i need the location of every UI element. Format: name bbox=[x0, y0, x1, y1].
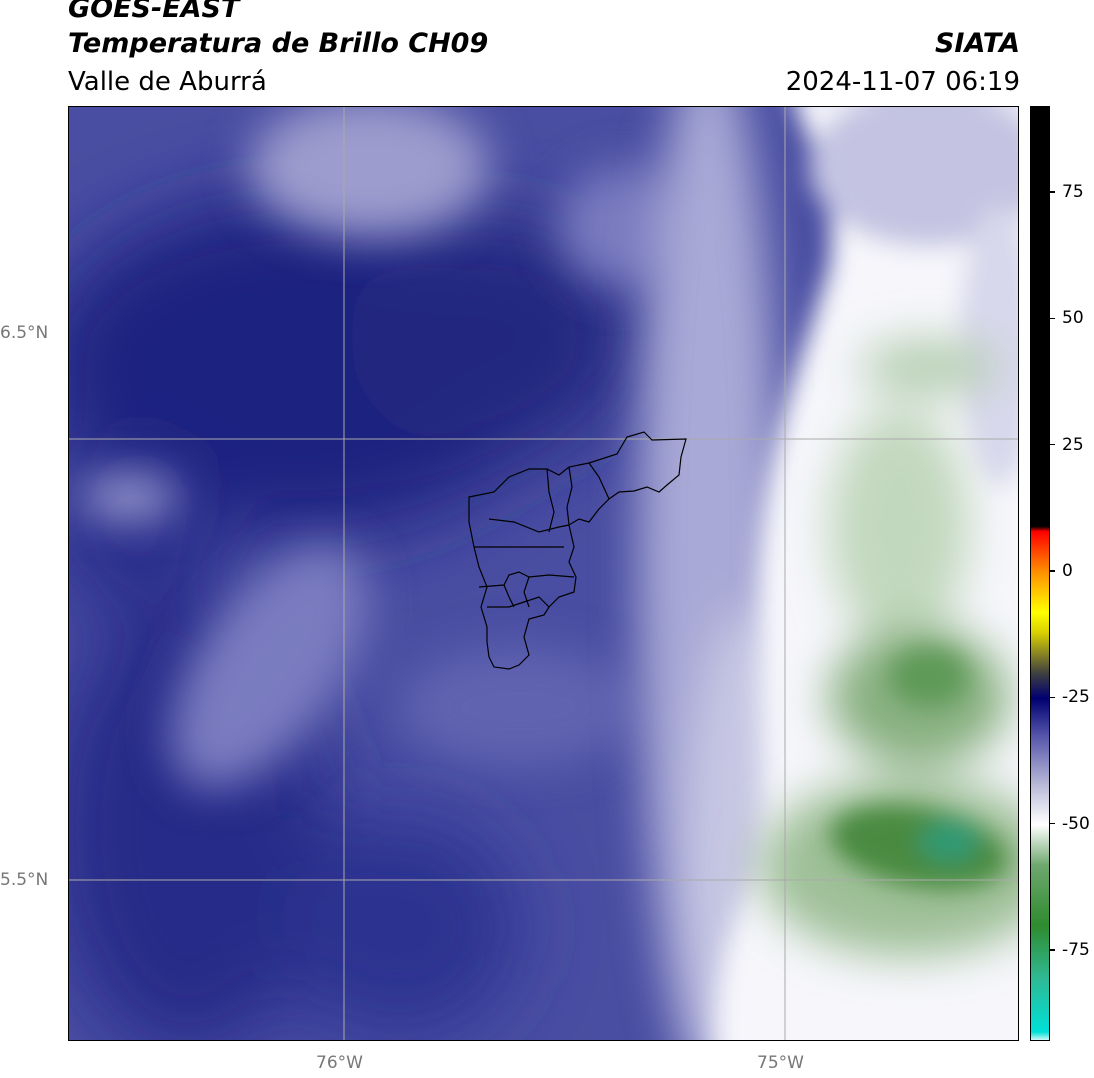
timestamp: 2024-11-07 06:19 bbox=[785, 67, 1020, 97]
lat-label-5-5: 5.5°N bbox=[0, 870, 49, 890]
colorbar-tick bbox=[1050, 191, 1055, 193]
green-core bbox=[830, 647, 1008, 890]
colorbar bbox=[1030, 106, 1050, 1041]
colorbar-tick bbox=[1050, 822, 1055, 825]
organization-label: SIATA bbox=[934, 28, 1020, 59]
lon-label-75: 75°W bbox=[757, 1053, 804, 1073]
colorbar-tick-label: -75 bbox=[1062, 940, 1090, 961]
graticule bbox=[69, 107, 1018, 1040]
title-line2: Temperatura de Brillo CH09 bbox=[68, 28, 489, 59]
colorbar-tick-label: 50 bbox=[1062, 308, 1084, 329]
brightness-temperature-map[interactable] bbox=[68, 106, 1019, 1041]
colorbar-tick-label: 25 bbox=[1062, 434, 1084, 455]
municipal-boundaries bbox=[468, 431, 687, 670]
colorbar-tick-label: -25 bbox=[1062, 687, 1090, 708]
region-name: Valle de Aburrá bbox=[68, 67, 267, 97]
lat-label-6-5: 6.5°N bbox=[0, 323, 49, 343]
colorbar-tick bbox=[1050, 317, 1055, 320]
title-line1: GOES-EAST bbox=[68, 0, 240, 24]
colorbar-tick bbox=[1050, 443, 1055, 446]
colorbar-tick bbox=[1050, 570, 1055, 572]
colorbar-tick-label: -50 bbox=[1062, 813, 1090, 834]
colorbar-tick bbox=[1050, 949, 1055, 951]
map-canvas bbox=[69, 107, 1018, 1040]
colorbar-tick-label: 0 bbox=[1062, 560, 1073, 581]
lon-label-76: 76°W bbox=[316, 1053, 363, 1073]
colorbar-gradient bbox=[1031, 107, 1049, 1040]
colorbar-tick-label: 75 bbox=[1062, 181, 1084, 202]
colorbar-tick bbox=[1050, 696, 1055, 699]
